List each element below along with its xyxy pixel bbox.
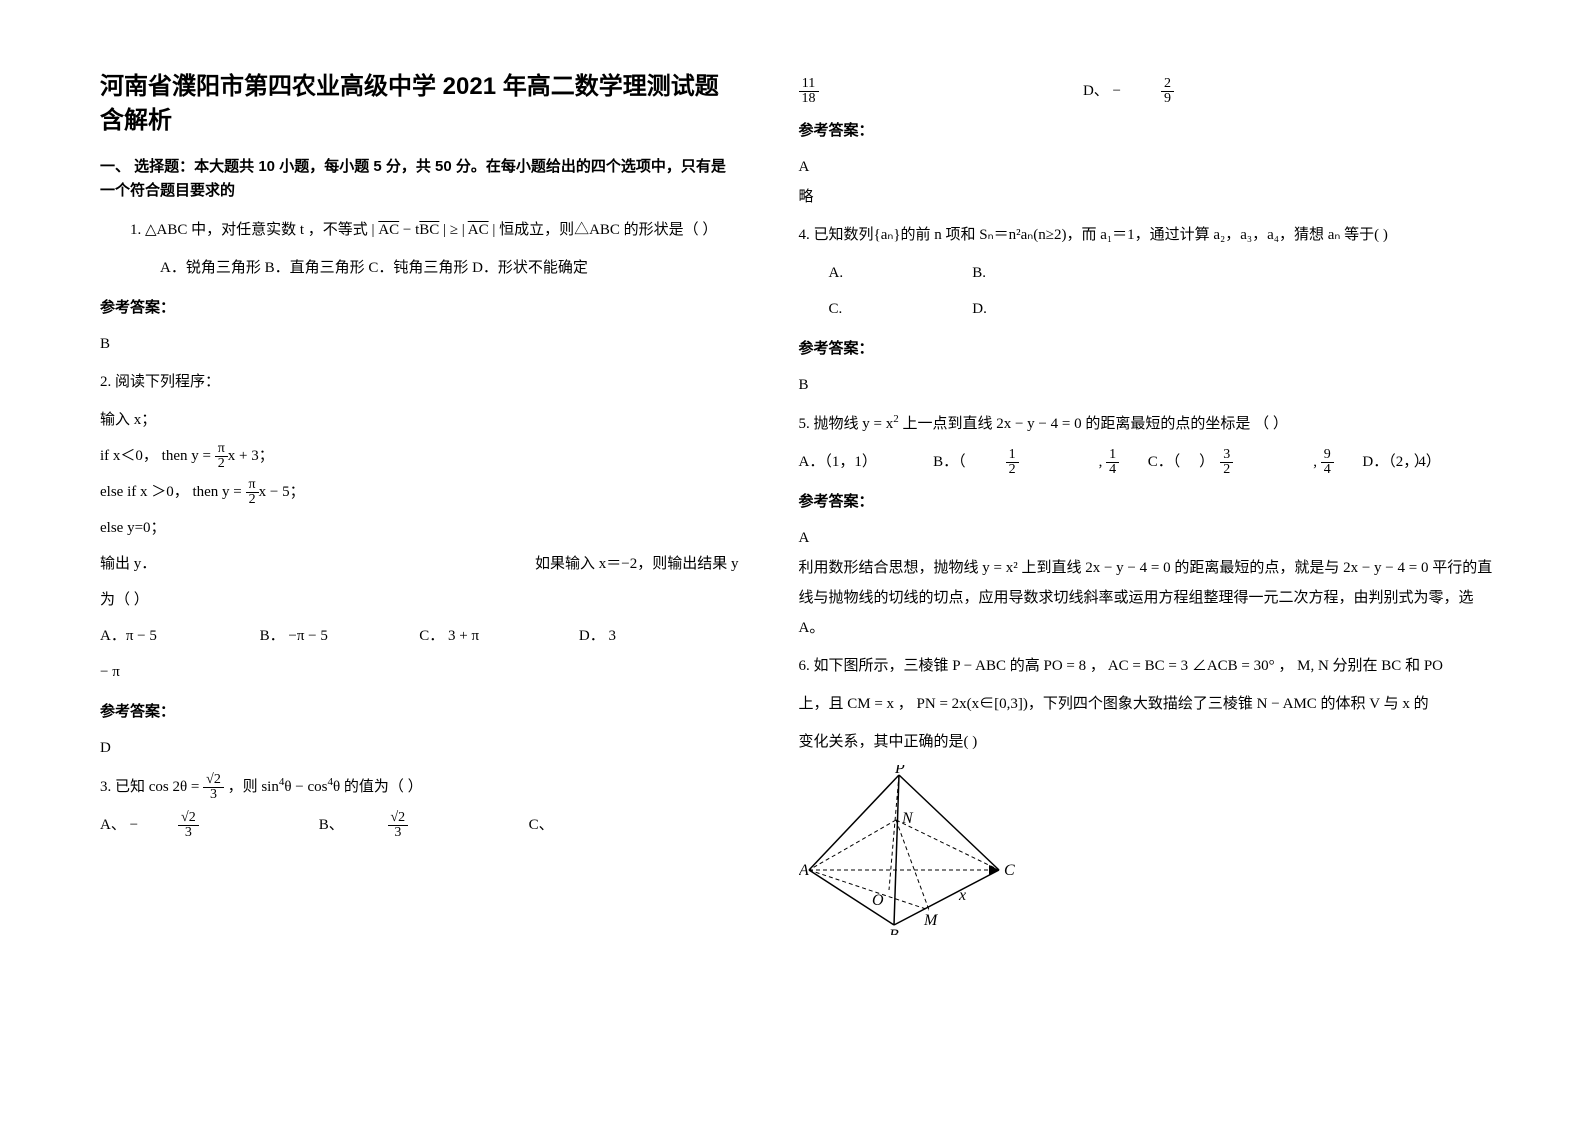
q3-optC2: 1118 <box>799 76 1043 106</box>
q2-frac-pi2-a: π2 <box>215 442 228 471</box>
q2-optD: D． 3 <box>579 621 699 651</box>
q1-stem-suffix: | 恒成立，则△ABC 的形状是（ ） <box>489 222 718 238</box>
question-3: 3. 已知 cos 2θ = √23 ，则 sin4θ − cos4θ 的值为（… <box>100 771 739 802</box>
q3-stem-b: ，则 sin <box>224 779 279 795</box>
question-1: 1. △ABC 中，对任意实数 t ，不等式 | AC − tBC | ≥ | … <box>100 215 739 245</box>
question-4: 4. 已知数列{aₙ}的前 n 项和 Sₙ＝n²aₙ(n≥2)，而 a₁＝1，通… <box>799 220 1498 250</box>
q1-stem-mid1: − t <box>399 222 419 238</box>
q5-stem-a: 5. 抛物线 y = x <box>799 416 894 432</box>
question-5: 5. 抛物线 y = x2 上一点到直线 2x − y − 4 = 0 的距离最… <box>799 408 1498 439</box>
label-A: A <box>799 862 809 879</box>
q2-line5a: 输出 y． <box>100 549 156 579</box>
q4-optA: A. <box>829 258 929 288</box>
q1-answer-label: 参考答案： <box>100 293 739 323</box>
q2-line2b: x + 3 <box>228 448 259 464</box>
q5-options: A．（1，1） B．（12, 14） C．（32, 94） D．（2，4） <box>799 447 1498 477</box>
q2-line2a: if x＜0， then y = <box>100 448 215 464</box>
q5-optA: A．（1，1） <box>799 447 894 477</box>
q2-answer-label: 参考答案： <box>100 697 739 727</box>
q3-stem-a: 3. 已知 cos 2θ = <box>100 779 203 795</box>
q3-stem-c: θ − cos <box>284 779 327 795</box>
left-column: 河南省濮阳市第四农业高级中学 2021 年高二数学理测试题含解析 一、 选择题：… <box>100 70 739 935</box>
q1-vec-ac: AC <box>378 222 399 238</box>
q2-optB: B． −π − 5 <box>260 621 380 651</box>
label-P: P <box>894 765 905 777</box>
q3-stem-d: θ 的值为（ ） <box>333 779 423 795</box>
q5-stem-b: 上一点到直线 2x − y − 4 = 0 的距离最短的点的坐标是 （ ） <box>899 416 1288 432</box>
q4-optC: C. <box>829 294 929 324</box>
q3-optC: C、 <box>529 810 699 840</box>
q2-line3c: ； <box>290 484 305 500</box>
q3-answer: A <box>799 152 1498 182</box>
q4-options-row1: A. B. <box>799 258 1498 288</box>
page-root: 河南省濮阳市第四农业高级中学 2021 年高二数学理测试题含解析 一、 选择题：… <box>0 0 1587 965</box>
q2-line3: else if x ＞0， then y = π2x − 5； <box>100 477 739 507</box>
q2-line2c: ； <box>259 448 274 464</box>
q1-vec-ac2: AC <box>468 222 489 238</box>
q4-options-row2: C. D. <box>799 294 1498 324</box>
q2-line1: 输入 x； <box>100 405 739 435</box>
q1-options: A．锐角三角形 B．直角三角形 C．钝角三角形 D．形状不能确定 <box>100 253 739 283</box>
q5-answer-label: 参考答案： <box>799 487 1498 517</box>
q2-frac-pi2-b: π2 <box>246 478 259 507</box>
q4-answer-label: 参考答案： <box>799 334 1498 364</box>
q2-line5: 输出 y． 如果输入 x＝−2，则输出结果 y <box>100 549 739 579</box>
q5-optB: B．（12, 14） <box>933 447 1108 477</box>
label-x: x <box>958 887 966 904</box>
q3-options-2: 1118 D、 −29 <box>799 76 1498 106</box>
label-M: M <box>923 912 939 929</box>
section-1-header: 一、 选择题：本大题共 10 小题，每小题 5 分，共 50 分。在每小题给出的… <box>100 155 739 203</box>
q2-line3a: else if x ＞0， then y = <box>100 484 246 500</box>
q2-line5b: 如果输入 x＝−2，则输出结果 y <box>535 549 738 579</box>
exam-title: 河南省濮阳市第四农业高级中学 2021 年高二数学理测试题含解析 <box>100 70 739 137</box>
label-O: O <box>872 892 884 909</box>
question-6a: 6. 如下图所示，三棱锥 P − ABC 的高 PO = 8 ， AC = BC… <box>799 651 1498 681</box>
q5-answer: A <box>799 523 1498 553</box>
label-C: C <box>1004 862 1015 879</box>
q5-optD: D．（2，4） <box>1362 447 1457 477</box>
q3-answer2: 略 <box>799 182 1498 212</box>
q2-optA: A．π − 5 <box>100 621 220 651</box>
arrow-head-icon <box>989 865 999 875</box>
q4-optD: D. <box>972 301 987 317</box>
q4-answer: B <box>799 370 1498 400</box>
q4-optB: B. <box>972 265 986 281</box>
label-N: N <box>901 810 914 827</box>
q1-answer: B <box>100 329 739 359</box>
q2-optC: C． 3 + π <box>419 621 539 651</box>
q1-vec-bc: BC <box>419 222 439 238</box>
q5-optC: C．（32, 94） <box>1148 447 1323 477</box>
q2-options: A．π − 5 B． −π − 5 C． 3 + π D． 3 <box>100 621 739 651</box>
right-column: 1118 D、 −29 参考答案： A 略 4. 已知数列{aₙ}的前 n 项和… <box>799 70 1498 935</box>
q3-options: A、 −√23 B、 √23 C、 <box>100 810 739 840</box>
label-B: B <box>889 927 899 935</box>
q1-stem-prefix: 1. △ABC 中，对任意实数 t ，不等式 | <box>130 222 378 238</box>
q2-line2: if x＜0， then y = π2x + 3； <box>100 441 739 471</box>
q2-line3b: x − 5 <box>259 484 290 500</box>
q2-line6: 为（ ） <box>100 585 739 615</box>
q2-answer: D <box>100 733 739 763</box>
q5-explanation: 利用数形结合思想，抛物线 y = x² 上到直线 2x − y − 4 = 0 … <box>799 553 1498 643</box>
q3-optA: A、 −√23 <box>100 810 279 840</box>
q3-answer-label: 参考答案： <box>799 116 1498 146</box>
q6-diagram: P A B C O M N x <box>799 765 1029 935</box>
question-2-stem: 2. 阅读下列程序： <box>100 367 739 397</box>
question-6b: 上，且 CM = x ， PN = 2x(x∈[0,3])，下列四个图象大致描绘… <box>799 689 1498 719</box>
q2-optD2: − π <box>100 657 739 687</box>
q1-stem-mid2: | ≥ | <box>439 222 467 238</box>
q3-optD: D、 −29 <box>1083 76 1254 106</box>
question-6c: 变化关系，其中正确的是( ) <box>799 727 1498 757</box>
q2-line4: else y=0； <box>100 513 739 543</box>
q3-frac-sqrt2-3: √23 <box>203 773 224 802</box>
q3-optB: B、 √23 <box>319 810 489 840</box>
